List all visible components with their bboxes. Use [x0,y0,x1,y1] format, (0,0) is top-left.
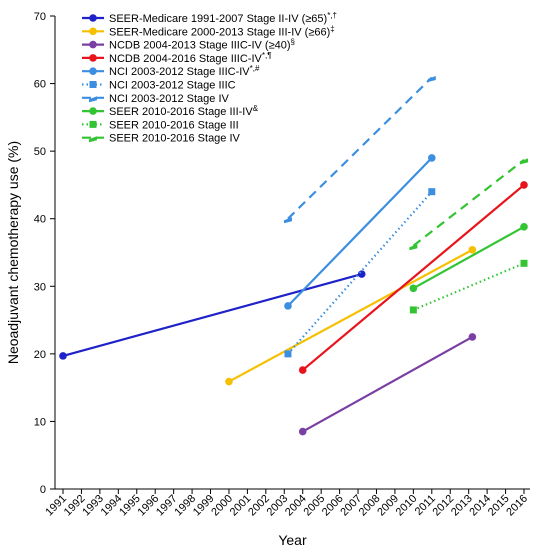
series-line [412,225,525,290]
legend-superscript: *,¶ [262,51,272,60]
y-tick-label: 20 [34,349,46,361]
legend-label: SEER 2010-2016 Stage III-IV& [109,104,259,118]
legend-marker [89,96,97,103]
series-4 [284,154,436,310]
series-line [302,336,473,433]
series-group [59,75,528,436]
y-tick-label: 0 [40,484,46,496]
legend-entry: SEER 2010-2016 Stage IV [82,133,241,145]
legend-label: NCDB 2004-2013 Stage IIIC-IV (≥40)§ [109,38,295,52]
y-tick-label: 40 [34,214,46,226]
data-point [520,223,528,231]
legend-marker [89,107,97,115]
legend-label: SEER-Medicare 2000-2013 Stage III-IV (≥6… [109,24,335,38]
legend-entry: NCI 2003-2012 Stage IIIC-IV*,# [82,64,260,78]
data-point [59,352,67,360]
legend-marker [89,14,97,22]
series-line [287,190,433,355]
y-tick-label: 70 [34,11,46,23]
y-tick-label: 50 [34,146,46,158]
legend-marker [89,67,97,75]
data-point [409,284,418,293]
series-line [302,184,525,371]
data-point [284,302,292,310]
legend-entry: NCDB 2004-2016 Stage IIIC-IV*,¶ [82,51,272,65]
x-tick-label: 2016 [504,493,530,519]
data-point [225,377,233,386]
series-2 [298,333,477,436]
legend-entry: NCI 2003-2012 Stage IV [82,93,230,105]
y-tick-label: 10 [34,416,46,428]
legend-marker [89,136,97,143]
data-point [428,154,436,162]
legend: SEER-Medicare 1991-2007 Stage II-IV (≥65… [82,11,337,145]
data-point [468,333,477,341]
legend-label: NCI 2003-2012 Stage IIIC [109,80,236,92]
data-point [284,350,292,358]
data-point [409,306,417,314]
series-1 [225,245,477,386]
data-point [357,270,366,278]
x-axis-label: Year [278,532,307,548]
legend-label: SEER 2010-2016 Stage III [109,119,239,131]
series-9 [409,158,528,251]
data-point [520,259,528,267]
series-8 [409,259,528,314]
legend-entry: SEER 2010-2016 Stage III [82,119,239,131]
legend-marker [89,40,97,49]
legend-label: NCI 2003-2012 Stage IIIC-IV*,# [109,64,260,78]
legend-label: SEER-Medicare 1991-2007 Stage II-IV (≥65… [109,11,337,25]
series-0 [59,270,366,360]
legend-superscript: & [253,104,259,113]
legend-entry: SEER-Medicare 1991-2007 Stage II-IV (≥65… [82,11,337,25]
legend-entry: SEER-Medicare 2000-2013 Stage III-IV (≥6… [82,24,335,38]
series-5 [284,188,436,358]
legend-superscript: § [291,38,295,47]
x-ticks: 1991199219931994199519961997199819992000… [43,489,530,518]
series-line [287,157,433,307]
legend-marker [89,54,97,62]
series-line [228,248,473,383]
series-7 [409,223,528,293]
series-line [287,76,433,220]
series-line [412,159,525,247]
legend-superscript: ‡ [330,24,334,33]
y-tick-label: 30 [34,281,46,293]
legend-label: NCI 2003-2012 Stage IV [109,93,230,105]
legend-label: NCDB 2004-2016 Stage IIIC-IV*,¶ [109,51,272,65]
data-point [428,188,436,196]
series-3 [298,181,528,374]
data-point [283,217,292,224]
y-tick-label: 60 [34,79,46,91]
series-6 [283,75,436,224]
legend-entry: SEER 2010-2016 Stage III-IV& [82,104,259,118]
legend-superscript: *,# [250,64,260,73]
data-point [520,158,528,165]
data-point [298,427,307,436]
y-axis-label: Neoadjuvant chemotherapy use (%) [5,141,21,364]
data-point [298,366,307,374]
data-point [520,181,528,189]
legend-entry: NCI 2003-2012 Stage IIIC [82,80,236,92]
y-ticks: 0 10 20 30 40 50 60 70 [34,11,55,496]
data-point [409,244,418,251]
legend-marker [89,27,97,36]
data-point [468,245,477,254]
data-point [427,75,436,82]
legend-label: SEER 2010-2016 Stage IV [109,133,241,145]
legend-marker [89,81,97,88]
legend-marker [89,120,97,128]
legend-superscript: *,† [327,11,337,20]
series-line [412,262,525,311]
legend-entry: NCDB 2004-2013 Stage IIIC-IV (≥40)§ [82,38,295,52]
series-line [62,273,363,357]
